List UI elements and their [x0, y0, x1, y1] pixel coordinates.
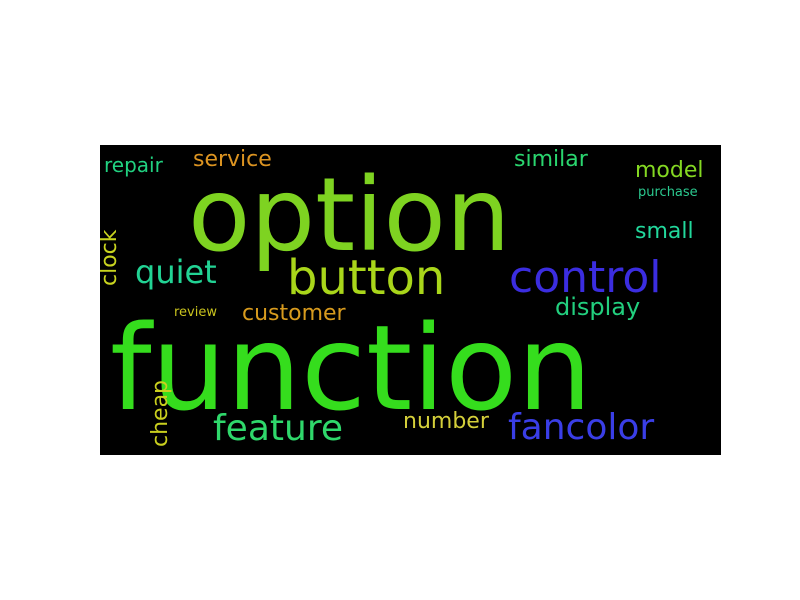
word-feature: feature — [213, 408, 343, 449]
word-similar: similar — [514, 147, 588, 172]
word-clock: clock — [100, 229, 122, 286]
word-review: review — [174, 305, 217, 320]
word-small: small — [635, 219, 694, 244]
word-repair: repair — [104, 153, 163, 177]
word-function: function — [110, 299, 593, 437]
word-cloud: option function button control quiet fea… — [100, 145, 721, 455]
word-button: button — [287, 250, 446, 306]
word-control: control — [509, 252, 662, 303]
word-quiet: quiet — [135, 253, 217, 291]
word-fancolor: fancolor — [508, 407, 655, 448]
word-option: option — [188, 156, 511, 275]
word-model: model — [635, 158, 704, 183]
word-cheap: cheap — [148, 379, 173, 447]
word-customer: customer — [242, 301, 346, 326]
word-display: display — [555, 293, 641, 321]
word-service: service — [193, 147, 272, 172]
word-number: number — [403, 409, 489, 434]
word-purchase: purchase — [638, 185, 698, 200]
